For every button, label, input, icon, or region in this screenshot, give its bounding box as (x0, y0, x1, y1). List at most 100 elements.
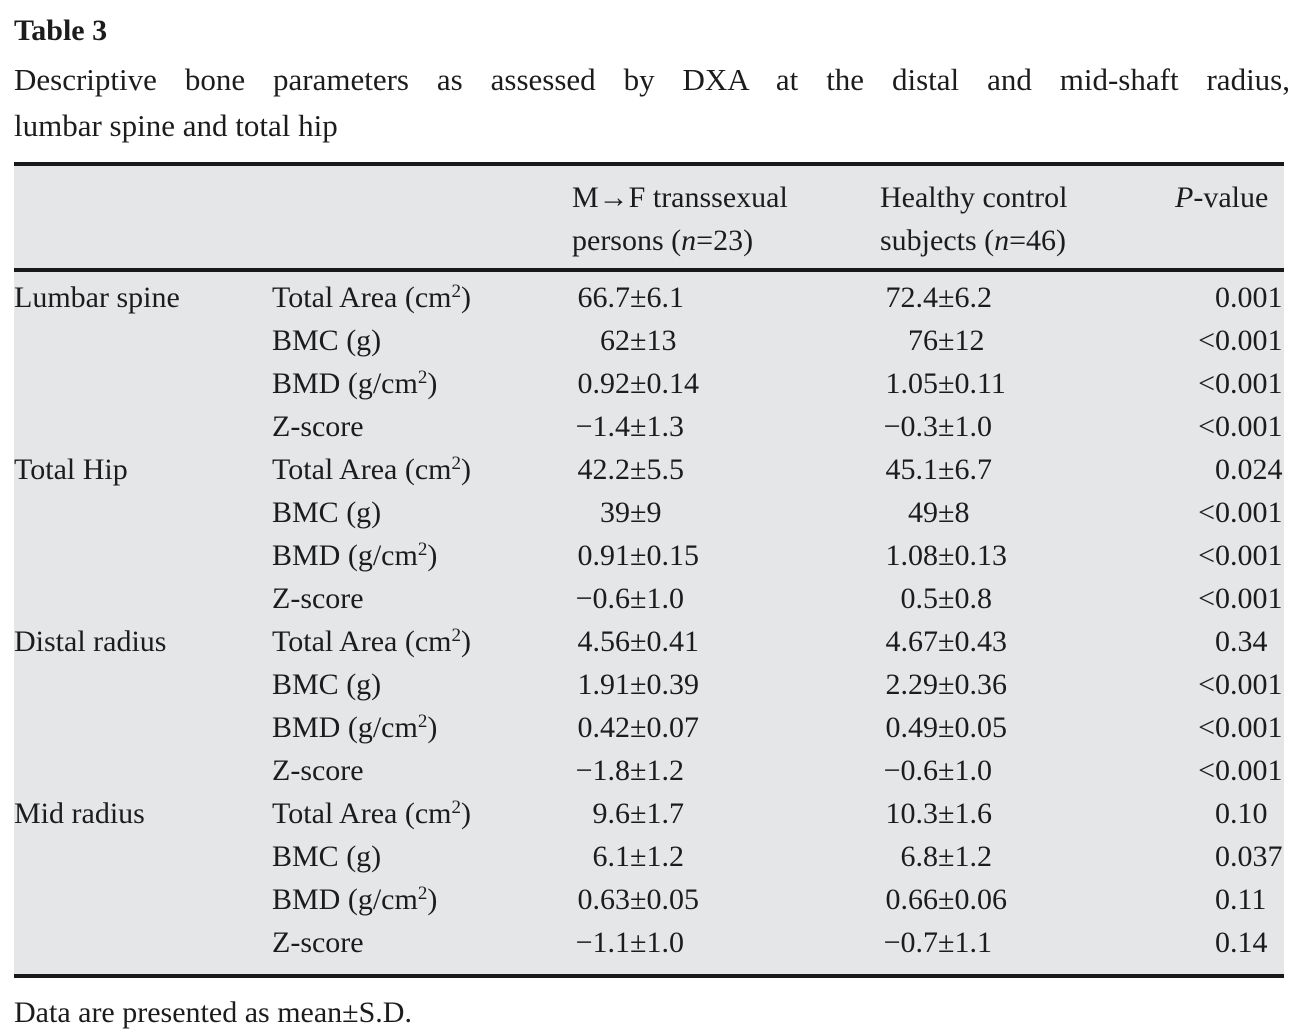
plus-minus-sign: ± (630, 495, 647, 529)
column-header-region (14, 176, 272, 262)
cell-transsexual-value: −1.8 ±1.2 (575, 753, 684, 787)
cell-transsexual-value: 1.91 ±0.39 (577, 667, 699, 701)
n-count-variable: n (681, 224, 697, 257)
column-header-control-line1: Healthy control (880, 181, 1068, 214)
cell-parameter: Total Area (cm2) (272, 280, 471, 314)
superscript: 2 (417, 882, 428, 904)
cell-parameter: BMC (g) (272, 667, 382, 701)
plus-minus-sign: ± (938, 710, 955, 744)
cell-p-value: <0.001 (1175, 324, 1284, 358)
cell-parameter: Total Area (cm2) (272, 452, 471, 486)
cell-transsexual-value: 39 ±9 (600, 495, 662, 529)
cell-transsexual-value: 62 ±13 (600, 323, 677, 357)
table-row: BMD (g/cm2) 0.92 ±0.14 1.05 ±0.11 <0.001 (14, 362, 1284, 405)
cell-transsexual-value: 0.92 ±0.14 (577, 366, 699, 400)
cell-p-value: <0.001 (1175, 711, 1284, 745)
plus-minus-sign: ± (938, 409, 955, 443)
cell-transsexual-value: 4.56 ±0.41 (577, 624, 699, 658)
p-variable: P (1175, 181, 1194, 214)
cell-region-label: Distal radius (14, 624, 167, 658)
superscript: 2 (417, 538, 428, 560)
plus-minus-sign: ± (630, 280, 647, 314)
plus-minus-sign: ± (630, 323, 647, 357)
table-row: Mid radius Total Area (cm2) 9.6 ±1.7 10.3… (14, 792, 1284, 835)
plus-minus-sign: ± (630, 581, 647, 615)
cell-control-value: 1.05 ±0.11 (885, 366, 1006, 400)
cell-region-label: Total Hip (14, 452, 128, 486)
table-row: Z-score −0.6 ±1.0 0.5 ±0.8 <0.001 (14, 577, 1284, 620)
cell-control-value: 76 ±12 (908, 323, 985, 357)
table-caption-line2: lumbar spine and total hip (14, 108, 338, 143)
table-row: BMC (g) 39 ±9 49 ±8 <0.001 (14, 491, 1284, 534)
superscript: 2 (451, 280, 462, 302)
cell-parameter: BMD (g/cm2) (272, 710, 438, 744)
cell-transsexual-value: 66.7 ±6.1 (577, 280, 684, 314)
cell-control-value: −0.7 ±1.1 (883, 925, 992, 959)
plus-minus-sign: ± (938, 581, 955, 615)
cell-parameter: BMD (g/cm2) (272, 366, 438, 400)
plus-minus-sign: ± (938, 323, 955, 357)
plus-minus-sign: ± (938, 538, 955, 572)
cell-parameter: Z-score (272, 925, 364, 959)
cell-p-value: <0.001 (1175, 496, 1284, 530)
plus-minus-sign: ± (938, 753, 955, 787)
plus-minus-sign: ± (630, 538, 647, 572)
table-row: BMC (g) 1.91 ±0.39 2.29 ±0.36 <0.001 (14, 663, 1284, 706)
table-row: BMC (g) 6.1 ±1.2 6.8 ±1.2 0.037 (14, 835, 1284, 878)
plus-minus-sign: ± (938, 925, 955, 959)
table-row: BMD (g/cm2) 0.63 ±0.05 0.66 ±0.06 0.11 (14, 878, 1284, 921)
cell-transsexual-value: −1.4 ±1.3 (575, 409, 684, 443)
superscript: 2 (451, 796, 462, 818)
superscript: 2 (417, 366, 428, 388)
plus-minus-sign: ± (938, 452, 955, 486)
cell-control-value: 6.8 ±1.2 (900, 839, 992, 873)
less-than-sign: < (1198, 667, 1215, 701)
table-header-row: M→F transsexual persons (n=23) Healthy c… (14, 166, 1284, 268)
cell-transsexual-value: 42.2 ±5.5 (577, 452, 684, 486)
table-row: BMC (g) 62 ±13 76 ±12 <0.001 (14, 319, 1284, 362)
cell-control-value: 0.49 ±0.05 (885, 710, 1007, 744)
column-header-transsexual-line1: M→F transsexual (572, 181, 788, 214)
column-header-control: Healthy control subjects (n=46) (880, 176, 1175, 262)
cell-parameter: Total Area (cm2) (272, 624, 471, 658)
column-header-transsexual-line2: persons (n=23) (572, 224, 754, 257)
cell-control-value: 72.4 ±6.2 (885, 280, 992, 314)
cell-transsexual-value: 6.1 ±1.2 (592, 839, 684, 873)
data-table: M→F transsexual persons (n=23) Healthy c… (14, 162, 1284, 978)
plus-minus-sign: ± (630, 753, 647, 787)
cell-p-value: 0.14 (1215, 925, 1268, 959)
cell-p-value: 0.34 (1215, 624, 1268, 658)
cell-p-value: <0.001 (1175, 754, 1284, 788)
cell-control-value: −0.6 ±1.0 (883, 753, 992, 787)
cell-parameter: BMC (g) (272, 839, 382, 873)
table-row: Z-score −1.8 ±1.2 −0.6 ±1.0 <0.001 (14, 749, 1284, 792)
cell-control-value: 45.1 ±6.7 (885, 452, 992, 486)
cell-control-value: 2.29 ±0.36 (885, 667, 1007, 701)
cell-parameter: Total Area (cm2) (272, 796, 471, 830)
less-than-sign: < (1198, 581, 1215, 615)
less-than-sign: < (1198, 538, 1215, 572)
cell-p-value: <0.001 (1175, 367, 1284, 401)
cell-transsexual-value: 0.42 ±0.07 (577, 710, 699, 744)
plus-minus-sign: ± (630, 796, 647, 830)
plus-minus-sign: ± (938, 839, 955, 873)
cell-region-label: Mid radius (14, 796, 145, 830)
table-row: Lumbar spine Total Area (cm2) 66.7 ±6.1 7… (14, 276, 1284, 319)
cell-p-value: <0.001 (1175, 410, 1284, 444)
cell-control-value: 0.66 ±0.06 (885, 882, 1007, 916)
plus-minus-sign: ± (938, 280, 955, 314)
cell-parameter: BMD (g/cm2) (272, 882, 438, 916)
plus-minus-sign: ± (938, 882, 955, 916)
cell-transsexual-value: −1.1 ±1.0 (575, 925, 684, 959)
table-title: Table 3 (14, 14, 108, 47)
table-row: Z-score −1.4 ±1.3 −0.3 ±1.0 <0.001 (14, 405, 1284, 448)
plus-minus-sign: ± (938, 495, 955, 529)
table-rule-header-bottom (14, 268, 1284, 272)
plus-minus-sign: ± (630, 839, 647, 873)
cell-control-value: 10.3 ±1.6 (885, 796, 992, 830)
table-footnote: Data are presented as mean±S.D. (14, 996, 412, 1029)
table-caption-line1: Descriptive bone parameters as assessed … (14, 62, 1290, 97)
cell-region-label: Lumbar spine (14, 280, 180, 314)
cell-p-value: <0.001 (1175, 539, 1284, 573)
cell-parameter: BMC (g) (272, 323, 382, 357)
